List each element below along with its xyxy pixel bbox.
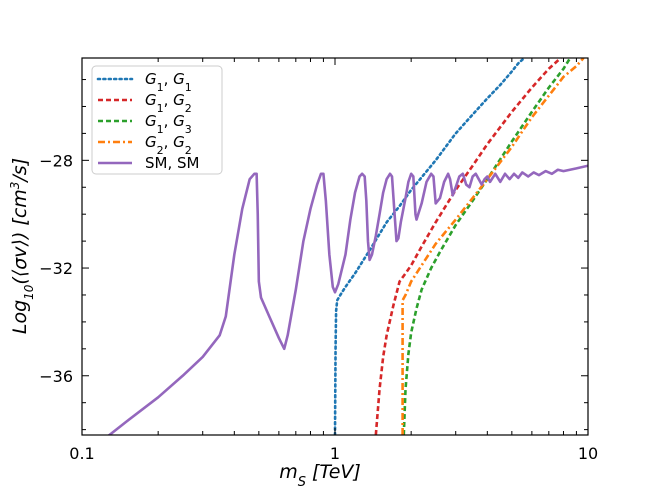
legend-label-2: G1, G3: [145, 112, 192, 136]
legend-label-4: SM, SM: [145, 154, 199, 172]
series-line-1: [374, 58, 562, 435]
y-tick-label-1: −32: [39, 259, 73, 278]
x-tick-label-0: 0.1: [69, 444, 94, 463]
series-line-4: [107, 164, 588, 435]
x-axis-label: mS [TeV]: [279, 461, 361, 490]
y-axis-label: Log10(⟨σv⟩) [cm3/s]: [8, 158, 36, 334]
x-tick-label-1: 1: [330, 444, 340, 463]
legend-label-3: G2, G2: [145, 133, 192, 157]
legend-label-0: G1, G1: [145, 70, 192, 94]
legend-box: [91, 65, 223, 175]
series-layer: [107, 58, 588, 435]
legend-label-1: G1, G2: [145, 91, 192, 115]
y-tick-label-0: −36: [39, 367, 73, 386]
x-tick-label-2: 10: [578, 444, 598, 463]
plot-frame: [81, 57, 589, 436]
series-line-3: [401, 58, 585, 435]
ticks-layer: 0.1 1 10 −36 −32 −28: [39, 58, 598, 463]
series-line-0: [333, 58, 526, 435]
y-tick-label-2: −28: [39, 151, 73, 170]
series-line-2: [402, 58, 572, 435]
